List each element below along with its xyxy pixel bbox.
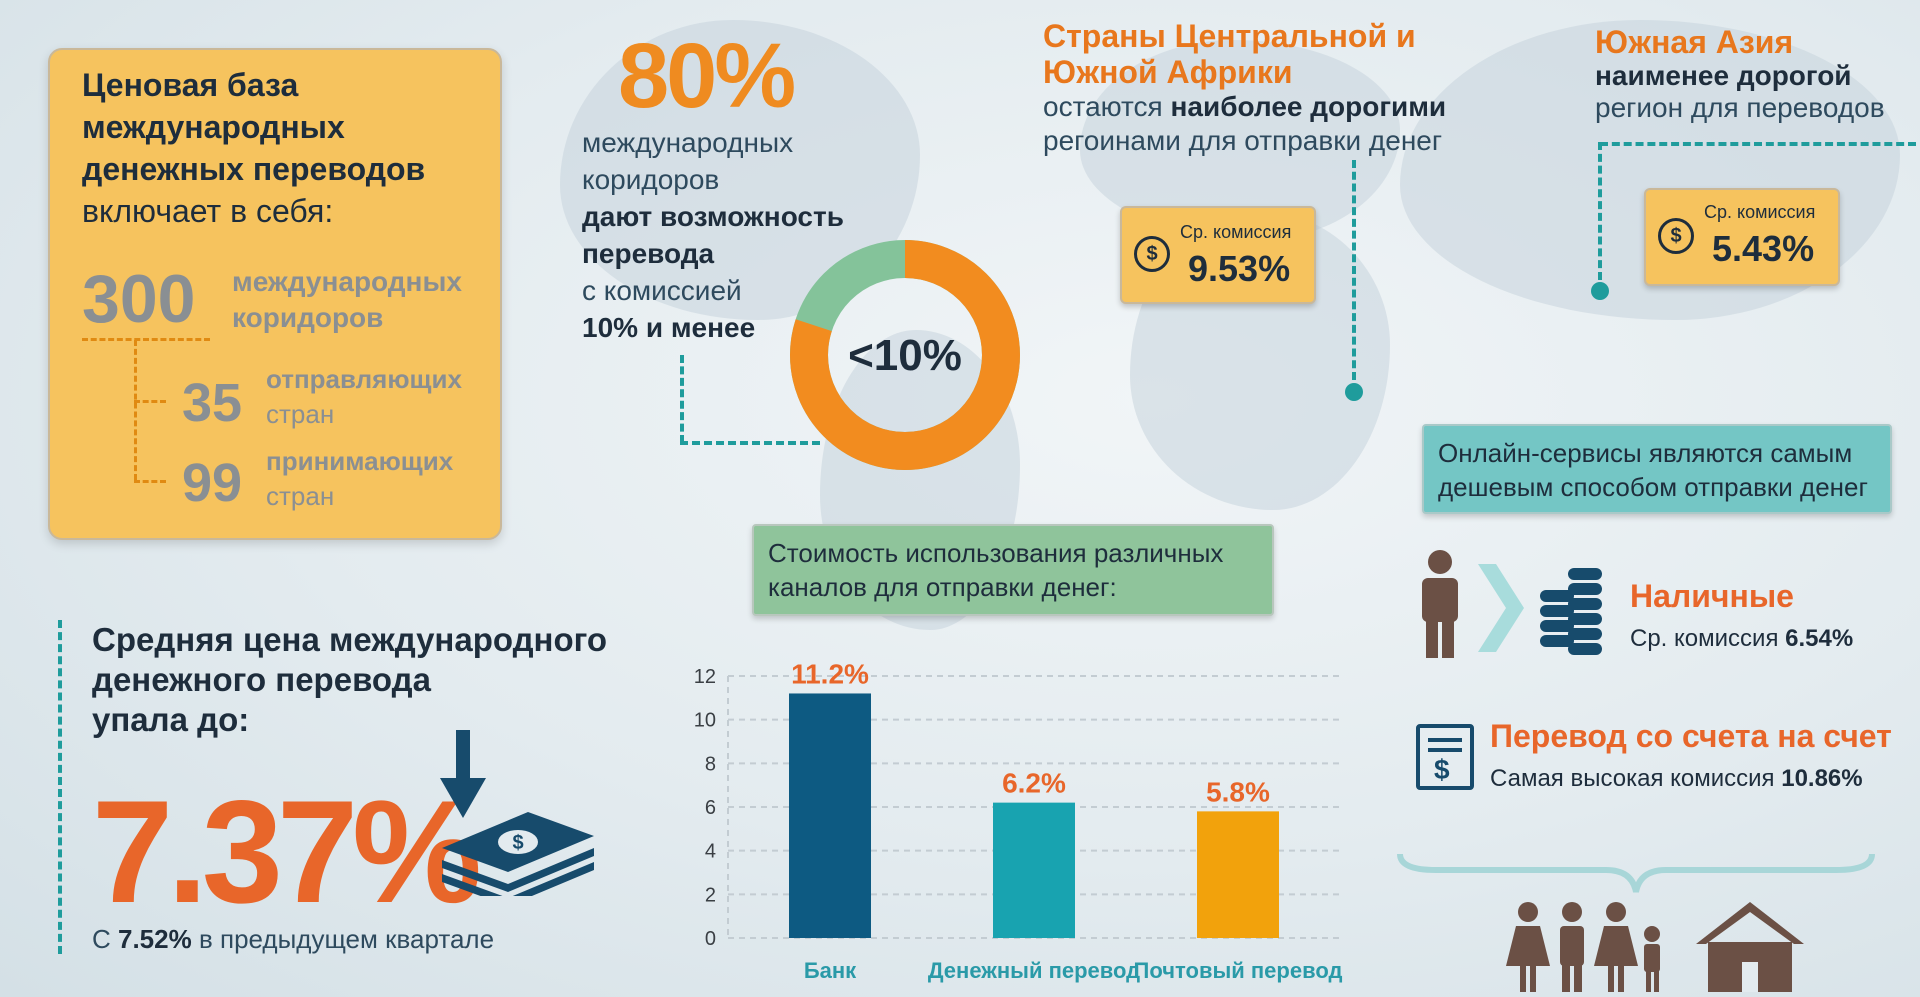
account-block: Перевод со счета на счет Самая высокая к… [1490, 718, 1892, 792]
svg-text:$: $ [512, 832, 523, 854]
donut-segment-major [790, 240, 1020, 470]
corridors-underline [82, 338, 210, 341]
connector-80-v [680, 355, 684, 443]
asia-badge: $ Ср. комиссия 5.43% [1644, 188, 1840, 286]
bar-value-label: 6.2% [1002, 768, 1066, 799]
price-base-title: Ценовая база международных денежных пере… [82, 67, 426, 229]
y-tick-label: 8 [705, 753, 716, 775]
channels-bar-chart: 0 2 4 6 8 10 12 11.2% Банк 6.2% Денежный перевод 5.… [694, 658, 1343, 983]
cash-block: Наличные Ср. комиссия 6.54% [1630, 578, 1854, 652]
donut-label: <10% [848, 331, 962, 380]
bar-value-label: 11.2% [791, 658, 869, 689]
dollar-icon: $ [1134, 236, 1170, 272]
south-asia-block: Южная Азия наименее дорогой регион для п… [1595, 24, 1885, 123]
corridors-80-text: международных коридоров дают возможность… [582, 127, 844, 343]
category-label: Денежный перевод [928, 958, 1140, 983]
donut-chart: <10% [790, 240, 1020, 470]
coins-icon [1540, 568, 1602, 655]
bar [789, 693, 871, 938]
house-icon [1696, 902, 1804, 992]
arrow-icon [1478, 564, 1524, 652]
average-value: 7.37% [92, 770, 482, 933]
senders-number: 35 [182, 373, 243, 433]
money-down-icon: $ [440, 730, 594, 896]
average-left-rule [58, 620, 62, 954]
person-icon [1422, 550, 1458, 658]
family-icon [1506, 902, 1660, 992]
corridors-number: 300 [82, 261, 196, 337]
average-previous: С 7.52% в предыдущем квартале [92, 924, 495, 954]
family-house-icons [1506, 902, 1804, 992]
category-label: Почтовый перевод [1134, 958, 1343, 983]
channels-box: Стоимость использования различных канало… [752, 524, 1274, 616]
y-tick-label: 10 [694, 710, 716, 732]
tree-branch-2 [134, 480, 166, 483]
connector-asia-h [1600, 142, 1916, 146]
senders-label: отправляющих стран [266, 364, 462, 429]
connector-80-h [680, 441, 820, 445]
asia-map-dot [1591, 282, 1609, 300]
bar [1197, 811, 1279, 938]
connector-asia-v [1598, 142, 1602, 280]
africa-badge: $ Ср. комиссия 9.53% [1120, 206, 1316, 304]
bar [993, 802, 1075, 938]
y-tick-label: 2 [705, 884, 716, 906]
africa-map-dot [1345, 383, 1363, 401]
receivers-number: 99 [182, 453, 243, 513]
price-base-box: Ценовая база международных денежных пере… [48, 48, 502, 540]
corridors-80-pct: 80% [618, 25, 796, 127]
category-label: Банк [804, 958, 857, 983]
dollar-icon: $ [1658, 218, 1694, 254]
y-tick-label: 4 [705, 841, 716, 863]
y-tick-label: 0 [705, 928, 716, 950]
corridors-label: международных коридоров [232, 266, 462, 333]
y-tick-label: 6 [705, 797, 716, 819]
cash-row-icons [1422, 550, 1602, 658]
online-box: Онлайн-сервисы являются самым дешевым сп… [1422, 424, 1892, 514]
average-title: Средняя цена международного денежного пе… [92, 621, 608, 738]
y-tick-label: 12 [694, 666, 716, 688]
bar-value-label: 5.8% [1206, 776, 1270, 807]
connector-africa [1352, 160, 1356, 380]
receivers-label: принимающих стран [266, 446, 454, 511]
arrow-down-icon [440, 730, 486, 818]
document-icon: $ [1416, 724, 1474, 790]
brace-icon [1397, 853, 1875, 893]
africa-block: Страны Центральной и Южной Африки остают… [1043, 18, 1447, 156]
tree-branch-1 [134, 400, 166, 403]
money-stack-icon: $ [442, 812, 594, 896]
tree-line [134, 340, 137, 480]
